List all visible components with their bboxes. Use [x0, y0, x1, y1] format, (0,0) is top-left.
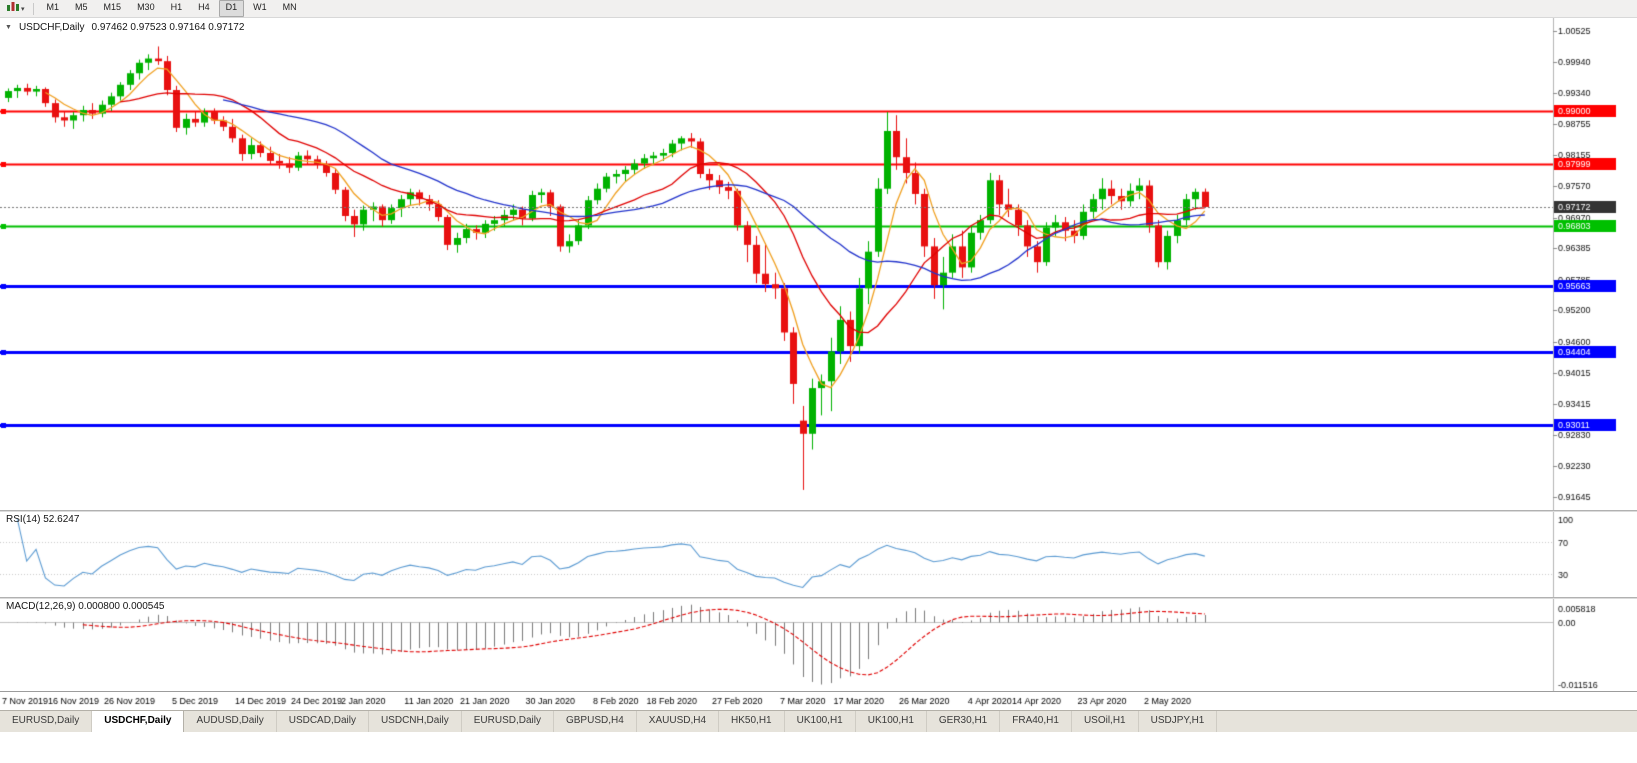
timeframe-button-w1[interactable]: W1	[253, 2, 267, 12]
chart-tab-audusd-daily[interactable]: AUDUSD,Daily	[184, 711, 277, 732]
chart-tab-xauusd-h4[interactable]: XAUUSD,H4	[637, 711, 720, 732]
chart-type-icon	[6, 0, 20, 18]
chart-tab-usoil-h1[interactable]: USOil,H1	[1072, 711, 1139, 732]
chevron-down-icon: ▾	[21, 5, 25, 13]
toolbar-separator	[32, 2, 34, 15]
timeframe-button-mn[interactable]: MN	[282, 2, 297, 12]
timeframe-buttons: M1 M5 M15 M30 H1 H4 D1 W1 MN	[39, 0, 305, 17]
macd-panel[interactable]	[0, 599, 1637, 691]
chart-tab-uk100-h1[interactable]: UK100,H1	[785, 711, 856, 732]
chart-header: ▼ USDCHF,Daily 0.97462 0.97523 0.97164 0…	[5, 22, 244, 33]
timeframe-button-m1[interactable]: M1	[46, 2, 60, 12]
panel-separator-macd-time	[0, 691, 1637, 692]
timeframe-button-d1[interactable]: D1	[218, 0, 245, 17]
collapse-chart-icon[interactable]: ▼	[5, 24, 12, 31]
chart-tab-fra40-h1[interactable]: FRA40,H1	[1000, 711, 1072, 732]
timeframe-button-m15[interactable]: M15	[103, 2, 122, 12]
panel-separator-rsi-macd[interactable]	[0, 597, 1637, 599]
chart-tab-eurusd-daily[interactable]: EURUSD,Daily	[0, 711, 93, 732]
timeframe-button-m30[interactable]: M30	[137, 2, 155, 12]
timeframe-button-h1[interactable]: H1	[170, 2, 183, 12]
rsi-indicator-label: RSI(14) 52.6247	[6, 514, 80, 525]
panel-separator-main-rsi[interactable]	[0, 510, 1637, 512]
charts-menu-button[interactable]: ▾	[3, 1, 28, 17]
chart-tab-uk100-h1[interactable]: UK100,H1	[856, 711, 927, 732]
chart-tab-usdchf-daily[interactable]: USDCHF,Daily	[92, 711, 185, 732]
tab-bar: EURUSD,Daily USDCHF,Daily AUDUSD,Daily USDC…	[0, 710, 1637, 732]
chart-tab-hk50-h1[interactable]: HK50,H1	[719, 711, 785, 732]
chart-tab-ger30-h1[interactable]: GER30,H1	[927, 711, 1001, 732]
time-axis[interactable]	[0, 692, 1637, 710]
ohlc-values: 0.97462 0.97523 0.97164 0.97172	[91, 22, 245, 33]
bottom-space	[0, 732, 1637, 763]
chart-tab-usdcnh-daily[interactable]: USDCNH,Daily	[369, 711, 462, 732]
symbol-title: USDCHF,Daily	[18, 22, 85, 33]
timeframe-button-m5[interactable]: M5	[75, 2, 88, 12]
timeframe-toolbar: ▾ M1 M5 M15 M30 H1 H4 D1 W1 MN	[0, 0, 1637, 18]
timeframe-button-h4[interactable]: H4	[198, 2, 210, 12]
rsi-panel[interactable]	[0, 512, 1637, 597]
chart-tab-usdjpy-h1[interactable]: USDJPY,H1	[1139, 711, 1218, 732]
macd-indicator-label: MACD(12,26,9) 0.000800 0.000545	[6, 601, 165, 612]
main-price-chart[interactable]	[0, 18, 1637, 510]
chart-tab-gbpusd-h4[interactable]: GBPUSD,H4	[554, 711, 637, 732]
chart-tab-eurusd-daily[interactable]: EURUSD,Daily	[462, 711, 554, 732]
chart-tab-usdcad-daily[interactable]: USDCAD,Daily	[277, 711, 369, 732]
